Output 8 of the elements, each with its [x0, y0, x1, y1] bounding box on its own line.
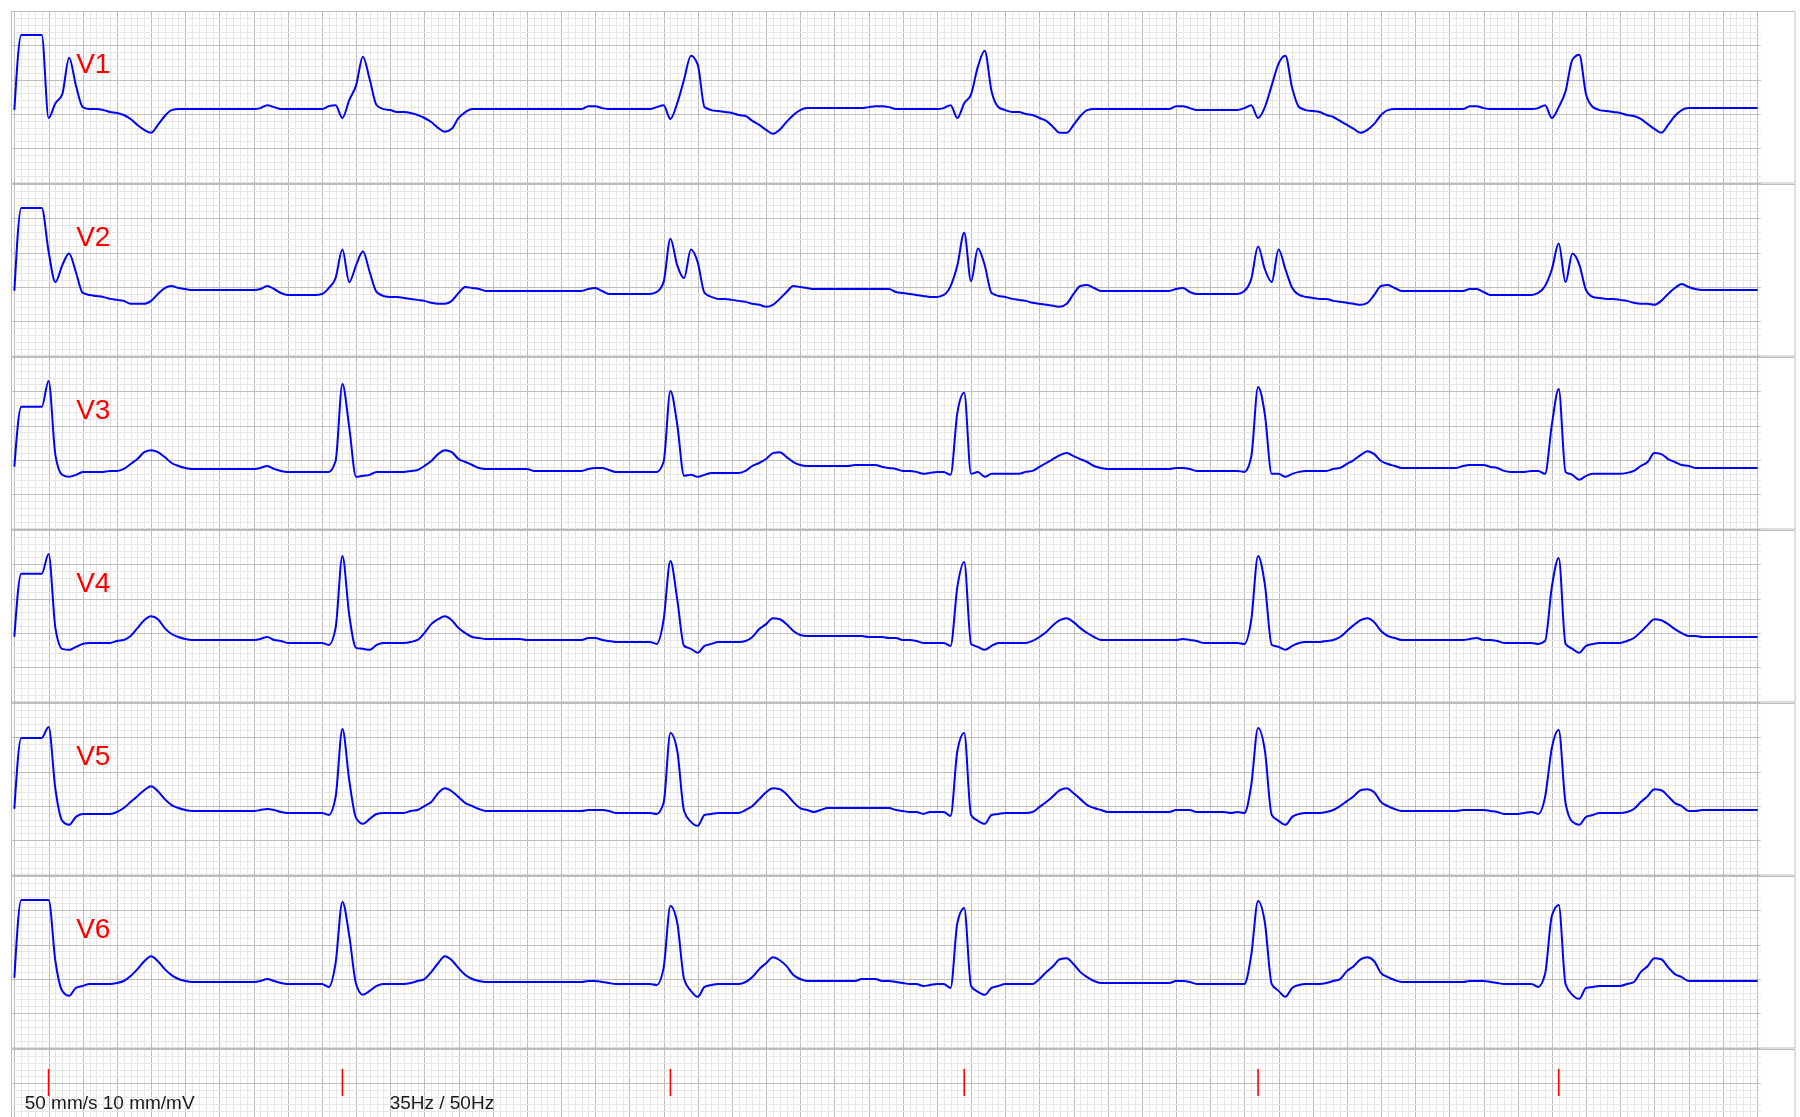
series-label: V6 — [76, 913, 111, 945]
series-label: V1 — [76, 48, 111, 80]
series-label: V4 — [76, 567, 111, 599]
series-label: V5 — [76, 740, 111, 772]
annotation: 50 mm/s 10 mm/mV — [24, 1091, 195, 1113]
annotation: 35Hz / 50Hz — [389, 1091, 495, 1113]
series-label: V3 — [76, 394, 111, 426]
series-label: V2 — [76, 221, 111, 253]
